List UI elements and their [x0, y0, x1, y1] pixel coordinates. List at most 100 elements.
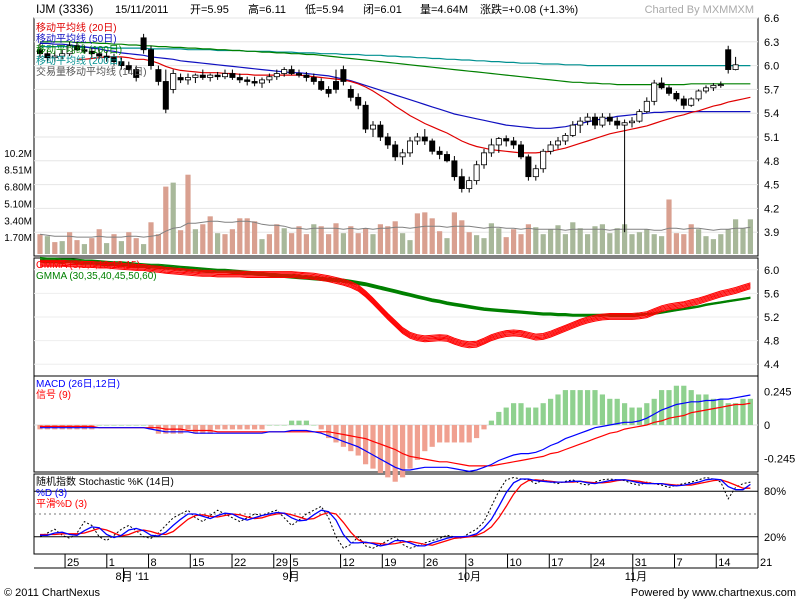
price-tick-label: 6.3	[764, 37, 779, 49]
volume-tick-label: 5.10M	[4, 199, 32, 210]
x-day-label: 29	[276, 557, 288, 569]
volume-bar	[703, 236, 709, 254]
macd-histogram-bar	[229, 425, 235, 430]
volume-bar	[318, 226, 324, 254]
candle-body	[680, 98, 687, 106]
macd-histogram-bar	[562, 390, 568, 425]
macd-histogram-bar	[555, 394, 561, 425]
candle-body	[369, 124, 376, 130]
macd-histogram-bar	[222, 425, 228, 430]
volume-tick-label: 3.40M	[4, 216, 32, 227]
macd-histogram-bar	[718, 398, 724, 425]
low-label: 低=5.94	[305, 3, 344, 16]
volume-bar	[488, 223, 494, 254]
volume-bar	[548, 229, 554, 254]
macd-histogram-bar	[503, 407, 509, 425]
volume-bar	[688, 224, 694, 254]
candle-body	[37, 49, 44, 55]
gmma-tick-label: 5.6	[764, 288, 779, 300]
macd-histogram-bar	[511, 403, 517, 425]
volume-bar	[370, 234, 376, 254]
macd-histogram-bar	[363, 425, 369, 465]
volume-bar	[44, 236, 50, 254]
candle-body	[399, 152, 406, 158]
candle-body	[525, 156, 532, 178]
volume-bar	[666, 199, 672, 254]
macd-histogram-bar	[607, 398, 613, 425]
candle-body	[599, 116, 606, 126]
candle-body	[643, 100, 650, 113]
candle-body	[451, 160, 458, 178]
macd-histogram-bar	[696, 394, 702, 425]
x-day-label: 19	[384, 557, 396, 569]
macd-histogram-bar	[192, 425, 198, 434]
volume-bar	[274, 224, 280, 254]
macd-histogram-bar	[644, 403, 650, 425]
x-month-label: 11月	[625, 571, 647, 583]
macd-histogram-bar	[407, 425, 413, 469]
macd-histogram-bar	[340, 425, 346, 447]
x-day-label: 17	[551, 557, 563, 569]
x-day-label: 5	[292, 557, 298, 569]
macd-histogram-bar	[377, 425, 383, 473]
candle-body	[384, 136, 391, 146]
copyright-label: © 2011 ChartNexus	[4, 587, 100, 599]
candle-body	[710, 85, 717, 89]
candle-body	[140, 37, 147, 51]
x-month-label: 10月	[458, 571, 481, 583]
candle-body	[318, 81, 325, 90]
macd-tick-label: 0.245	[764, 387, 792, 399]
candle-body	[303, 74, 310, 78]
macd-histogram-bar	[533, 407, 539, 425]
volume-bar	[377, 224, 383, 254]
x-day-label: 12	[343, 557, 355, 569]
candle-body	[81, 49, 88, 52]
powered-by-link[interactable]: Powered by www.chartnexus.com	[631, 587, 796, 599]
volume-bar	[481, 238, 487, 254]
volume-bar	[252, 221, 258, 254]
volume-bar	[614, 228, 620, 254]
volume-bar	[215, 233, 221, 254]
macd-line	[40, 394, 751, 473]
candle-body	[88, 50, 95, 55]
volume-bar	[747, 219, 753, 254]
macd-histogram-bar	[296, 420, 302, 425]
macd-histogram-bar	[488, 420, 494, 425]
volume-bar	[429, 218, 435, 254]
candle-body	[332, 81, 339, 90]
ma200-line	[40, 46, 751, 67]
legend-gmma-long: GMMA (30,35,40,45,50,60)	[36, 271, 157, 282]
volume-tick-label: 8.51M	[4, 166, 32, 177]
volume-bar	[385, 226, 391, 254]
gmma-short-line	[40, 264, 751, 348]
macd-histogram-bar	[614, 398, 620, 425]
candle-body	[651, 82, 658, 102]
gmma-tick-label: 5.2	[764, 312, 779, 324]
volume-bar	[348, 226, 354, 254]
volume-bar	[311, 224, 317, 254]
candle-body	[436, 150, 443, 155]
macd-histogram-bar	[651, 398, 657, 425]
candle-body	[74, 45, 81, 51]
volume-bar	[733, 219, 739, 254]
price-tick-label: 4.5	[764, 180, 779, 192]
candle-body	[229, 73, 236, 78]
macd-histogram-bar	[474, 425, 480, 439]
price-tick-label: 4.2	[764, 203, 779, 215]
macd-histogram-bar	[385, 425, 391, 478]
macd-histogram-bar	[577, 390, 583, 425]
macd-histogram-bar	[274, 425, 280, 426]
candle-body	[170, 73, 177, 90]
candle-body	[547, 144, 554, 152]
candle-body	[59, 53, 66, 57]
macd-histogram-bar	[725, 403, 731, 425]
volume-bar	[496, 228, 502, 254]
candle-body	[518, 144, 525, 158]
macd-histogram-bar	[252, 425, 258, 430]
macd-histogram-bar	[185, 425, 191, 430]
macd-histogram-bar	[215, 425, 221, 430]
candle-body	[184, 77, 191, 81]
brand-label: Charted By MXMMXM	[645, 4, 754, 16]
volume-bar	[178, 230, 184, 254]
volume-bar	[659, 236, 665, 254]
